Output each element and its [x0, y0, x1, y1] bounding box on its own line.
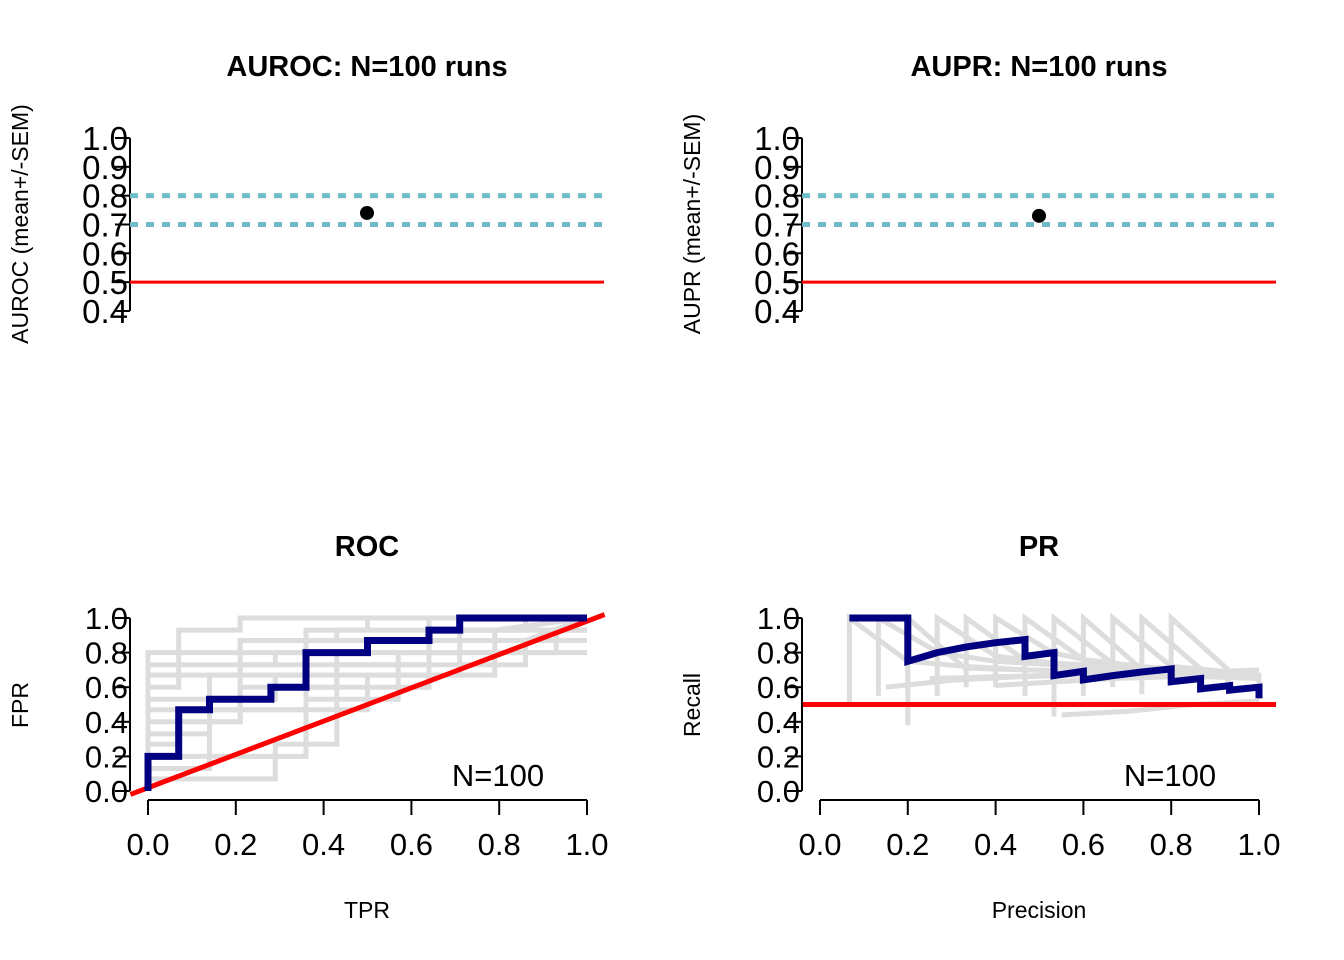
aupr-panel: AUPR: N=100 runs AUPR (mean+/-SEM) 0.40.…	[679, 51, 1276, 334]
x-tick-label: 0.0	[798, 827, 841, 862]
diagonal-line	[129, 612, 606, 797]
x-tick-label: 0.0	[126, 827, 169, 862]
mean-point	[1032, 208, 1046, 223]
background-curve	[995, 670, 1260, 688]
roc-axes: 0.00.20.40.60.81.00.0 0.2 0.4 0.6 0.8 1.0	[85, 601, 609, 862]
x-tick-label: 0.2	[214, 827, 257, 862]
roc-ylabel: FPR	[7, 682, 33, 728]
aupr-title: AUPR: N=100 runs	[910, 51, 1167, 83]
pr-axes: 0.00.20.40.60.81.00.0 0.2 0.4 0.6 0.8 1.0	[757, 601, 1281, 862]
y-tick-label: 0.4	[754, 293, 800, 330]
y-tick-label: 0.8	[757, 636, 800, 671]
y-tick-label: 0.2	[757, 739, 800, 774]
y-tick-label: 0.0	[757, 774, 800, 809]
x-tick-label: 0.8	[1150, 827, 1193, 862]
y-tick-label: 0.4	[82, 293, 128, 330]
auroc-y-axis: 0.40.50.60.70.80.91.0	[82, 120, 131, 330]
x-tick-label: 0.4	[974, 827, 1017, 862]
roc-xlabel: TPR	[344, 897, 390, 923]
aupr-reference-lines	[802, 193, 1276, 284]
y-tick-label: 0.8	[85, 636, 128, 671]
y-tick-label: 1.0	[754, 120, 800, 157]
y-tick-label: 0.4	[85, 705, 128, 740]
roc-title: ROC	[335, 531, 400, 563]
pr-title: PR	[1019, 531, 1059, 563]
y-tick-label: 0.8	[82, 178, 128, 215]
roc-highlight-curve	[144, 614, 587, 791]
pr-panel: PR Recall Precision 0.00.20.40.60.81.00.…	[679, 531, 1281, 923]
background-curve	[145, 615, 587, 791]
background-curve	[145, 615, 588, 791]
y-tick-label: 0.2	[85, 739, 128, 774]
auroc-mean-point	[360, 205, 374, 220]
y-tick-label: 0.6	[754, 235, 800, 272]
y-tick-label: 0.4	[757, 705, 800, 740]
pr-highlight-curve	[849, 614, 1263, 699]
aupr-y-axis: 0.40.50.60.70.80.91.0	[754, 120, 803, 330]
x-tick-label: 0.6	[1062, 827, 1105, 862]
y-tick-label: 0.9	[754, 149, 800, 186]
y-tick-label: 0.8	[754, 178, 800, 215]
y-tick-label: 0.6	[757, 670, 800, 705]
aupr-ylabel: AUPR (mean+/-SEM)	[679, 114, 705, 334]
x-tick-label: 0.2	[886, 827, 929, 862]
y-tick-label: 1.0	[82, 120, 128, 157]
y-tick-label: 0.7	[82, 207, 128, 244]
aupr-mean-point	[1032, 208, 1046, 223]
x-tick-label: 1.0	[1237, 827, 1280, 862]
y-tick-label: 0.5	[82, 264, 128, 301]
background-curve	[145, 650, 587, 791]
y-tick-label: 0.6	[82, 235, 128, 272]
y-tick-label: 1.0	[85, 601, 128, 636]
background-curve	[145, 615, 588, 791]
y-tick-label: 1.0	[757, 601, 800, 636]
auroc-ylabel: AUROC (mean+/-SEM)	[7, 104, 33, 344]
highlight-curve	[849, 614, 1263, 699]
highlight-curve	[144, 614, 587, 791]
background-curve	[145, 638, 587, 791]
background-curve	[145, 615, 587, 791]
roc-panel: ROC FPR TPR 0.00.20.40.60.81.00.0 0.2 0.4 0…	[7, 531, 609, 923]
y-tick-label: 0.0	[85, 774, 128, 809]
x-tick-label: 0.6	[390, 827, 433, 862]
x-tick-label: 0.8	[478, 827, 521, 862]
y-tick-label: 0.9	[82, 149, 128, 186]
auroc-reference-lines	[130, 193, 604, 284]
y-tick-label: 0.7	[754, 207, 800, 244]
pr-n-annotation: N=100	[1124, 758, 1216, 793]
roc-diagonal	[129, 612, 606, 797]
x-tick-label: 0.4	[302, 827, 345, 862]
auroc-panel: AUROC: N=100 runs AUROC (mean+/-SEM) 0.4…	[7, 51, 604, 344]
mean-point	[360, 205, 374, 220]
roc-n-annotation: N=100	[452, 758, 544, 793]
y-tick-label: 0.6	[85, 670, 128, 705]
y-tick-label: 0.5	[754, 264, 800, 301]
pr-xlabel: Precision	[992, 897, 1087, 923]
x-tick-label: 1.0	[565, 827, 608, 862]
auroc-title: AUROC: N=100 runs	[226, 51, 507, 83]
pr-ylabel: Recall	[679, 673, 705, 737]
